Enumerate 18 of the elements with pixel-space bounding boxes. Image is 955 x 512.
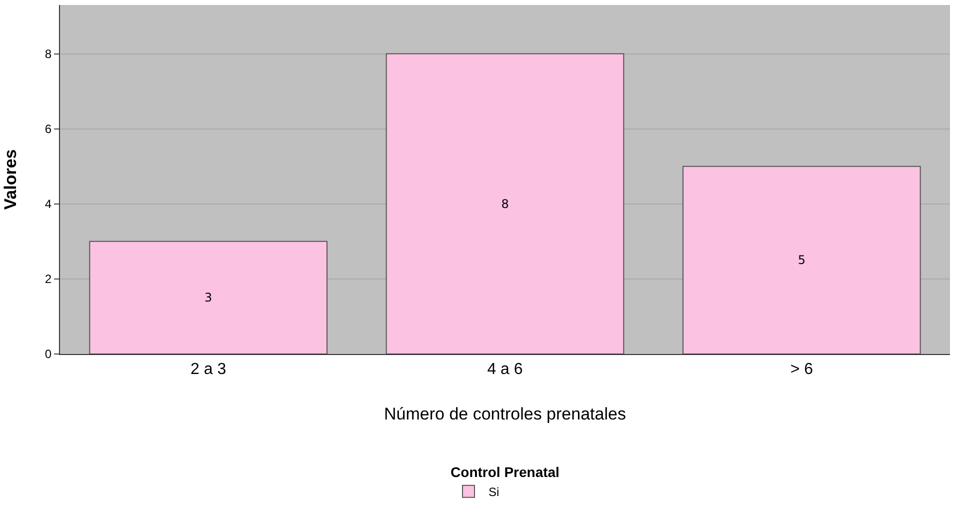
data-label: 8: [501, 196, 509, 211]
y-tick-label: 0: [44, 347, 52, 362]
y-tick-label: 2: [44, 272, 52, 286]
data-label: 5: [798, 253, 806, 268]
x-axis-title: Número de controles prenatales: [384, 404, 626, 424]
bar: [682, 166, 921, 354]
bar: [89, 240, 328, 354]
y-tick-label: 6: [44, 122, 52, 136]
data-label: 3: [204, 290, 212, 305]
legend-title: Control Prenatal: [450, 464, 560, 480]
y-tick-label: 8: [44, 46, 52, 61]
y-axis-title: Valores: [1, 149, 20, 210]
x-tick-label: > 6: [790, 361, 814, 378]
legend-label: Si: [488, 485, 500, 500]
y-tick-label: 4: [44, 197, 52, 212]
x-tick-label: 2 a 3: [190, 361, 226, 378]
bar: [386, 53, 624, 354]
x-tick-label: 4 a 6: [487, 361, 523, 378]
